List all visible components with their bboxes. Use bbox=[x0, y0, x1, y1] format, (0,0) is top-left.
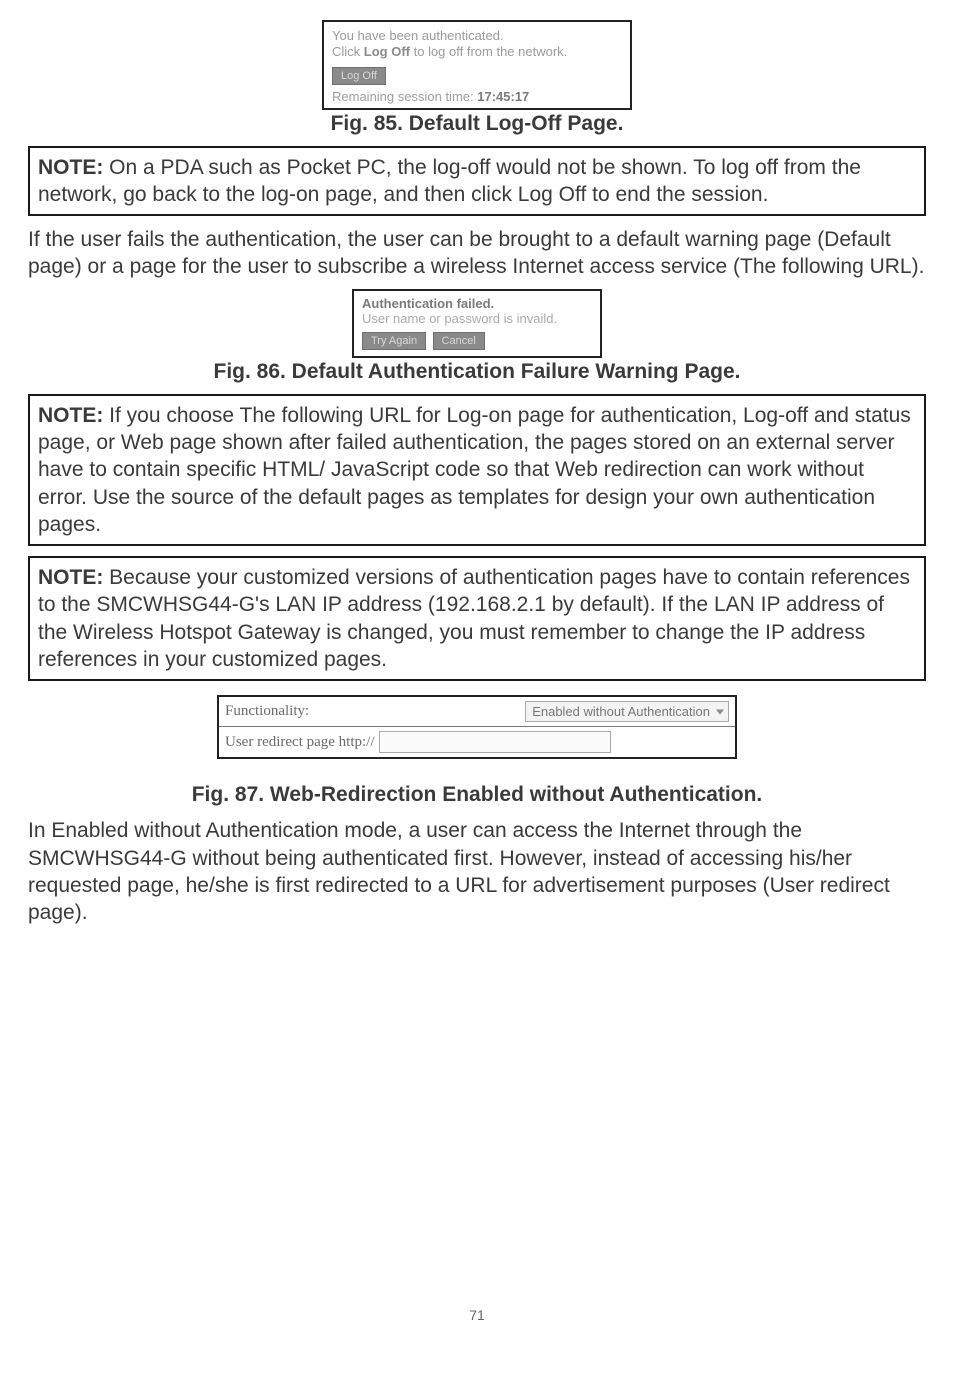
logoff-line1b-post: to log off from the network. bbox=[410, 44, 567, 59]
note-box-1: NOTE: On a PDA such as Pocket PC, the lo… bbox=[28, 146, 926, 217]
logoff-line1a: You have been authenticated. bbox=[332, 28, 504, 43]
cancel-button: Cancel bbox=[433, 332, 485, 350]
try-again-button: Try Again bbox=[362, 332, 426, 350]
func-row-1: Functionality: Enabled without Authentic… bbox=[219, 697, 735, 727]
para2: In Enabled without Authentication mode, … bbox=[28, 817, 926, 926]
redirect-label: User redirect page http:// bbox=[225, 734, 375, 751]
auth-fail-sub: User name or password is invaild. bbox=[362, 311, 592, 326]
func-row-2: User redirect page http:// bbox=[219, 727, 735, 757]
note-box-2: NOTE: If you choose The following URL fo… bbox=[28, 394, 926, 546]
page-number: 71 bbox=[28, 1307, 926, 1323]
func-label: Functionality: bbox=[225, 703, 525, 720]
logoff-screenshot: You have been authenticated. Click Log O… bbox=[322, 20, 632, 110]
logoff-text: You have been authenticated. Click Log O… bbox=[332, 28, 622, 61]
note2-text: If you choose The following URL for Log-… bbox=[38, 404, 911, 536]
auth-fail-title: Authentication failed. bbox=[362, 296, 592, 311]
auth-fail-screenshot: Authentication failed. User name or pass… bbox=[352, 289, 602, 358]
redirect-input bbox=[379, 731, 611, 753]
logoff-line1b-pre: Click bbox=[332, 44, 364, 59]
logoff-button: Log Off bbox=[332, 67, 386, 85]
note1-label: NOTE: bbox=[38, 156, 103, 179]
note2-label: NOTE: bbox=[38, 404, 103, 427]
fig86-caption: Fig. 86. Default Authentication Failure … bbox=[28, 360, 926, 384]
note3-text: Because your customized versions of auth… bbox=[38, 566, 910, 671]
note3-label: NOTE: bbox=[38, 566, 103, 589]
logoff-bold: Log Off bbox=[364, 44, 410, 59]
fig87-caption: Fig. 87. Web-Redirection Enabled without… bbox=[28, 783, 926, 807]
functionality-table: Functionality: Enabled without Authentic… bbox=[217, 695, 737, 759]
note-box-3: NOTE: Because your customized versions o… bbox=[28, 556, 926, 681]
session-prefix: Remaining session time: bbox=[332, 89, 477, 104]
fig85-caption: Fig. 85. Default Log-Off Page. bbox=[28, 112, 926, 136]
session-time-row: Remaining session time: 17:45:17 bbox=[332, 89, 622, 104]
para1: If the user fails the authentication, th… bbox=[28, 226, 926, 281]
note1-text: On a PDA such as Pocket PC, the log-off … bbox=[38, 156, 861, 206]
session-time: 17:45:17 bbox=[477, 89, 529, 104]
func-select: Enabled without Authentication bbox=[525, 701, 729, 722]
